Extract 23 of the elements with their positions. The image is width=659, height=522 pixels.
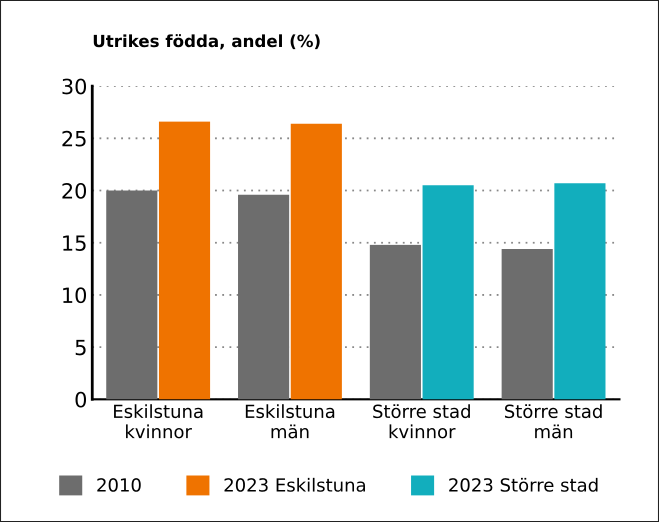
legend-label: 2010 [97,478,141,492]
legend-label: 2023 Större stad [449,478,598,492]
x-tick-label: Större stad män [504,404,602,438]
chart-title: Utrikes födda, andel (%) [94,34,320,50]
y-tick-label: 20 [62,182,86,199]
y-tick-label: 0 [76,392,86,408]
bar [370,244,421,400]
x-tick-label: Eskilstuna kvinnor [114,404,202,438]
bar [238,194,290,400]
y-tick-label: 5 [76,340,86,356]
bar [158,122,210,400]
y-tick-label: 15 [63,235,86,251]
legend-label: 2023 Eskilstuna [224,478,365,492]
bar [290,124,342,400]
x-tick-label: Eskilstuna män [246,404,334,438]
bar [554,183,606,400]
bar [502,248,553,400]
y-tick-label: 25 [62,130,86,147]
bar [106,190,158,400]
y-tick-label: 10 [63,287,86,304]
y-tick-label: 30 [62,78,86,94]
bar [422,185,474,400]
x-tick-label: Större stad kvinnor [373,404,470,438]
